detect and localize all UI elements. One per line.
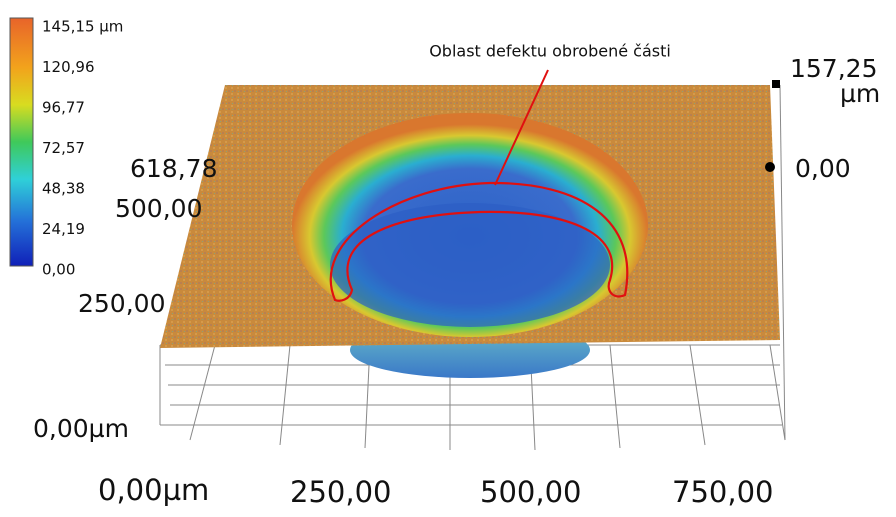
crater-floor xyxy=(330,203,610,327)
z-max-marker xyxy=(772,80,780,88)
annotation: Oblast defektu obrobené části xyxy=(429,42,671,61)
annotation-leader xyxy=(494,69,549,186)
y-label: 500,00 xyxy=(115,194,202,223)
colorbar xyxy=(9,17,34,267)
colorbar-label: 96,77 xyxy=(42,99,85,117)
z-unit-label: µm xyxy=(840,79,880,108)
colorbar-label: 72,57 xyxy=(42,139,85,157)
base-grid xyxy=(159,84,786,451)
colorbar-label: 0,00 xyxy=(42,261,75,279)
y-label: 618,78 xyxy=(130,154,217,183)
defect-outline xyxy=(329,181,629,302)
x-label: 0,00µm xyxy=(98,473,209,507)
colorbar-label: 24,19 xyxy=(42,220,85,238)
y-label: 250,00 xyxy=(78,289,165,318)
x-label: 250,00 xyxy=(290,475,391,509)
colorbar-label: 48,38 xyxy=(42,180,85,198)
x-label: 500,00 xyxy=(480,475,581,509)
z-max-label: 157,25 xyxy=(790,54,877,83)
colorbar-label: 120,96 xyxy=(42,58,95,76)
y-label: 0,00µm xyxy=(33,414,129,443)
z-min-label: 0,00 xyxy=(795,154,851,183)
z-min-marker xyxy=(765,162,775,172)
colorbar-label: 145,15 µm xyxy=(42,18,123,36)
x-label: 750,00 xyxy=(672,475,773,509)
